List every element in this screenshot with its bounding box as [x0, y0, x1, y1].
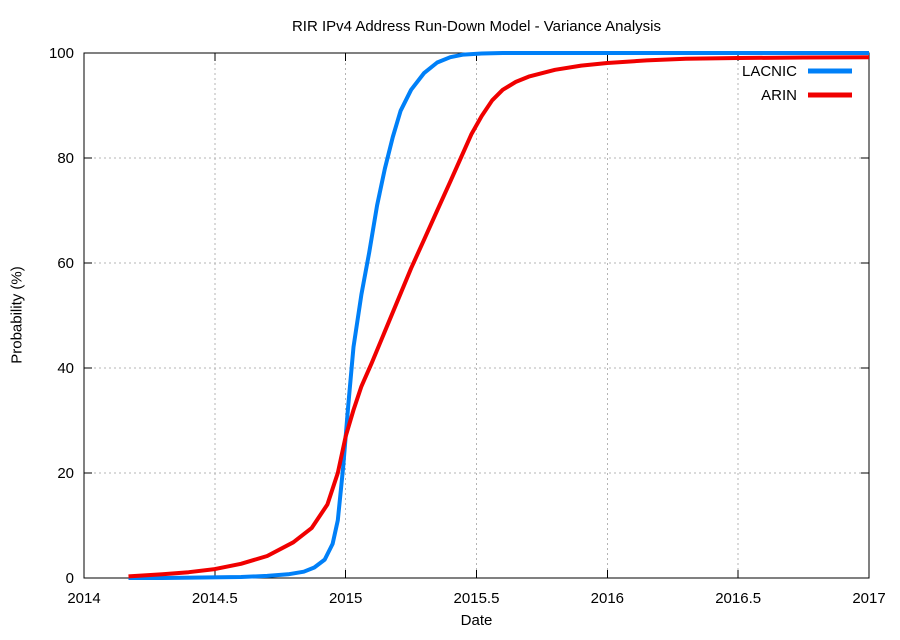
x-tick-label: 2015 [329, 590, 362, 607]
y-tick-label: 0 [66, 570, 74, 587]
y-tick-label: 100 [49, 45, 74, 62]
x-tick-label: 2016 [591, 590, 624, 607]
x-tick-label: 2017 [852, 590, 885, 607]
x-tick-label: 2016.5 [715, 590, 761, 607]
x-tick-label: 2014 [67, 590, 100, 607]
series-line-arin [128, 55, 870, 579]
legend-label: ARIN [761, 87, 797, 104]
x-tick-label: 2014.5 [192, 590, 238, 607]
y-tick-label: 60 [57, 255, 74, 272]
x-tick-label: 2015.5 [454, 590, 500, 607]
y-tick-label: 80 [57, 150, 74, 167]
series-line-lacnic [128, 51, 869, 580]
y-tick-label: 20 [57, 465, 74, 482]
legend-label: LACNIC [742, 63, 797, 80]
y-axis-label: Probability (%) [8, 266, 26, 364]
x-axis-label: Date [460, 612, 493, 629]
y-tick-label: 40 [57, 360, 74, 377]
chart-title: RIR IPv4 Address Run-Down Model - Varian… [291, 18, 662, 35]
